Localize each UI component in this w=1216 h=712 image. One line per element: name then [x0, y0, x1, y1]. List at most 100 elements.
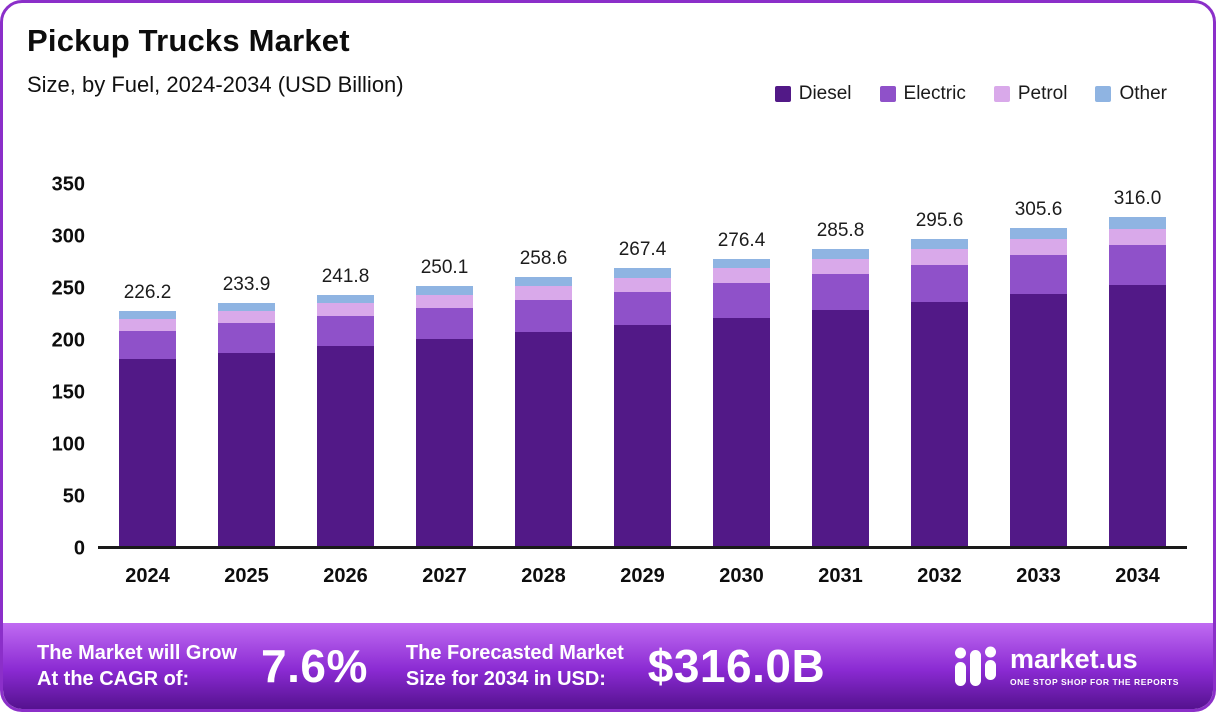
total-label-2031: 285.8	[816, 219, 865, 241]
total-label-2027: 250.1	[420, 256, 469, 278]
forecast-label-line2: Size for 2034 in USD:	[405, 668, 606, 690]
page-subtitle: Size, by Fuel, 2024-2034 (USD Billion)	[27, 72, 404, 97]
bar-segment-other-2033	[1010, 228, 1067, 240]
x-axis-labels: 2024 2025 2026 2027 2028 2029 2030 2031 2032 2033…	[98, 565, 1187, 588]
bar-segment-other-2030	[713, 258, 770, 269]
bar-segment-diesel-2024	[119, 358, 176, 546]
brand-text: market.us ONE STOP SHOP FOR THE REPORTS	[1010, 643, 1179, 687]
bar-column-2027: 250.1	[395, 185, 494, 546]
total-label-2032: 295.6	[915, 209, 964, 231]
legend-label: Diesel	[798, 83, 852, 104]
bar-segment-electric-2024	[119, 330, 176, 359]
bar-column-2029: 267.4	[593, 185, 692, 546]
legend-swatch-other	[1095, 86, 1112, 102]
bar-segment-other-2032	[911, 238, 968, 250]
bar-segment-other-2031	[812, 248, 869, 259]
x-label-2026: 2026	[323, 565, 368, 587]
bar-stack-2033	[1010, 228, 1067, 546]
legend-swatch-diesel	[774, 86, 791, 102]
x-label-2025: 2025	[224, 565, 269, 587]
legend-item-electric: Electric	[879, 83, 966, 105]
bar-segment-petrol-2029	[614, 277, 671, 292]
y-axis-ticks: 0 50 100 150 200 250 300 350	[19, 174, 85, 560]
bar-column-2031: 285.8	[791, 185, 890, 546]
chart-legend: Diesel Electric Petrol Other	[774, 83, 1167, 105]
legend-swatch-petrol	[993, 86, 1010, 102]
cagr-label: The Market will Grow At the CAGR of:	[37, 640, 237, 692]
total-label-2034: 316.0	[1113, 188, 1162, 210]
x-label-2031: 2031	[818, 565, 863, 587]
bar-column-2025: 233.9	[197, 185, 296, 546]
bar-segment-other-2034	[1109, 217, 1166, 229]
page-title: Pickup Trucks Market	[27, 23, 350, 58]
bar-segment-other-2024	[119, 310, 176, 319]
bar-segment-diesel-2029	[614, 325, 671, 546]
bar-segment-petrol-2034	[1109, 228, 1166, 246]
legend-label: Electric	[903, 83, 966, 104]
bar-segment-electric-2032	[911, 264, 968, 303]
x-label-2033: 2033	[1016, 565, 1061, 587]
y-tick-50: 50	[62, 485, 85, 508]
bar-stack-2031	[812, 248, 869, 546]
market-us-logo-icon	[955, 646, 997, 686]
bar-segment-diesel-2026	[317, 345, 374, 546]
x-label-2029: 2029	[620, 565, 665, 587]
bar-segment-diesel-2034	[1109, 285, 1166, 546]
y-tick-250: 250	[51, 277, 85, 300]
bar-segment-electric-2026	[317, 315, 374, 346]
bar-segment-petrol-2024	[119, 318, 176, 331]
plot-area: 226.2 233.9 241.8 250.1 258.6 267.4 276.4 285.8…	[98, 185, 1187, 549]
x-label-2034: 2034	[1115, 565, 1160, 587]
bar-stack-2030	[713, 258, 770, 546]
bar-stack-2028	[515, 277, 572, 546]
legend-item-other: Other	[1095, 83, 1167, 105]
bar-segment-diesel-2028	[515, 332, 572, 546]
bar-segment-diesel-2032	[911, 302, 968, 546]
bar-column-2034: 316.0	[1088, 185, 1187, 546]
x-label-2030: 2030	[719, 565, 764, 587]
forecast-value: $316.0B	[647, 640, 826, 692]
y-tick-300: 300	[51, 225, 85, 248]
bar-column-2030: 276.4	[692, 185, 791, 546]
legend-swatch-electric	[879, 86, 896, 102]
bar-stack-2029	[614, 267, 671, 546]
cagr-value: 7.6%	[261, 640, 368, 692]
brand-name: market.us	[1010, 643, 1138, 674]
bar-segment-petrol-2028	[515, 286, 572, 301]
bar-segment-petrol-2033	[1010, 239, 1067, 256]
y-tick-200: 200	[51, 329, 85, 352]
bar-segment-electric-2025	[218, 323, 275, 353]
bar-stack-2032	[911, 238, 968, 546]
forecast-label: The Forecasted Market Size for 2034 in U…	[406, 640, 624, 692]
bar-segment-diesel-2030	[713, 317, 770, 546]
bar-segment-electric-2031	[812, 274, 869, 310]
footer-banner: The Market will Grow At the CAGR of: 7.6…	[3, 623, 1213, 709]
bar-segment-other-2029	[614, 267, 671, 278]
bar-column-2026: 241.8	[296, 185, 395, 546]
header: Pickup Trucks Market Size, by Fuel, 2024…	[27, 23, 404, 98]
y-tick-350: 350	[51, 173, 85, 196]
bar-segment-other-2028	[515, 277, 572, 287]
bar-segment-petrol-2025	[218, 310, 275, 324]
y-tick-150: 150	[51, 381, 85, 404]
bar-segment-petrol-2030	[713, 268, 770, 283]
bar-column-2032: 295.6	[890, 185, 989, 546]
x-label-2024: 2024	[125, 565, 170, 587]
brand-lockup: market.us ONE STOP SHOP FOR THE REPORTS	[954, 643, 1179, 687]
bar-segment-electric-2033	[1010, 255, 1067, 294]
bar-segment-petrol-2026	[317, 302, 374, 316]
cagr-label-line2: At the CAGR of:	[37, 668, 190, 690]
bar-stack-2034	[1109, 217, 1166, 546]
total-label-2025: 233.9	[222, 273, 271, 295]
bar-segment-diesel-2031	[812, 309, 869, 546]
bar-segment-electric-2030	[713, 282, 770, 318]
bar-stack-2027	[416, 285, 473, 546]
bar-segment-electric-2028	[515, 300, 572, 333]
bar-column-2024: 226.2	[98, 185, 197, 546]
bar-segment-diesel-2027	[416, 339, 473, 546]
total-label-2028: 258.6	[519, 248, 568, 270]
x-label-2032: 2032	[917, 565, 962, 587]
bar-column-2033: 305.6	[989, 185, 1088, 546]
total-label-2029: 267.4	[618, 238, 667, 260]
x-label-2027: 2027	[422, 565, 467, 587]
